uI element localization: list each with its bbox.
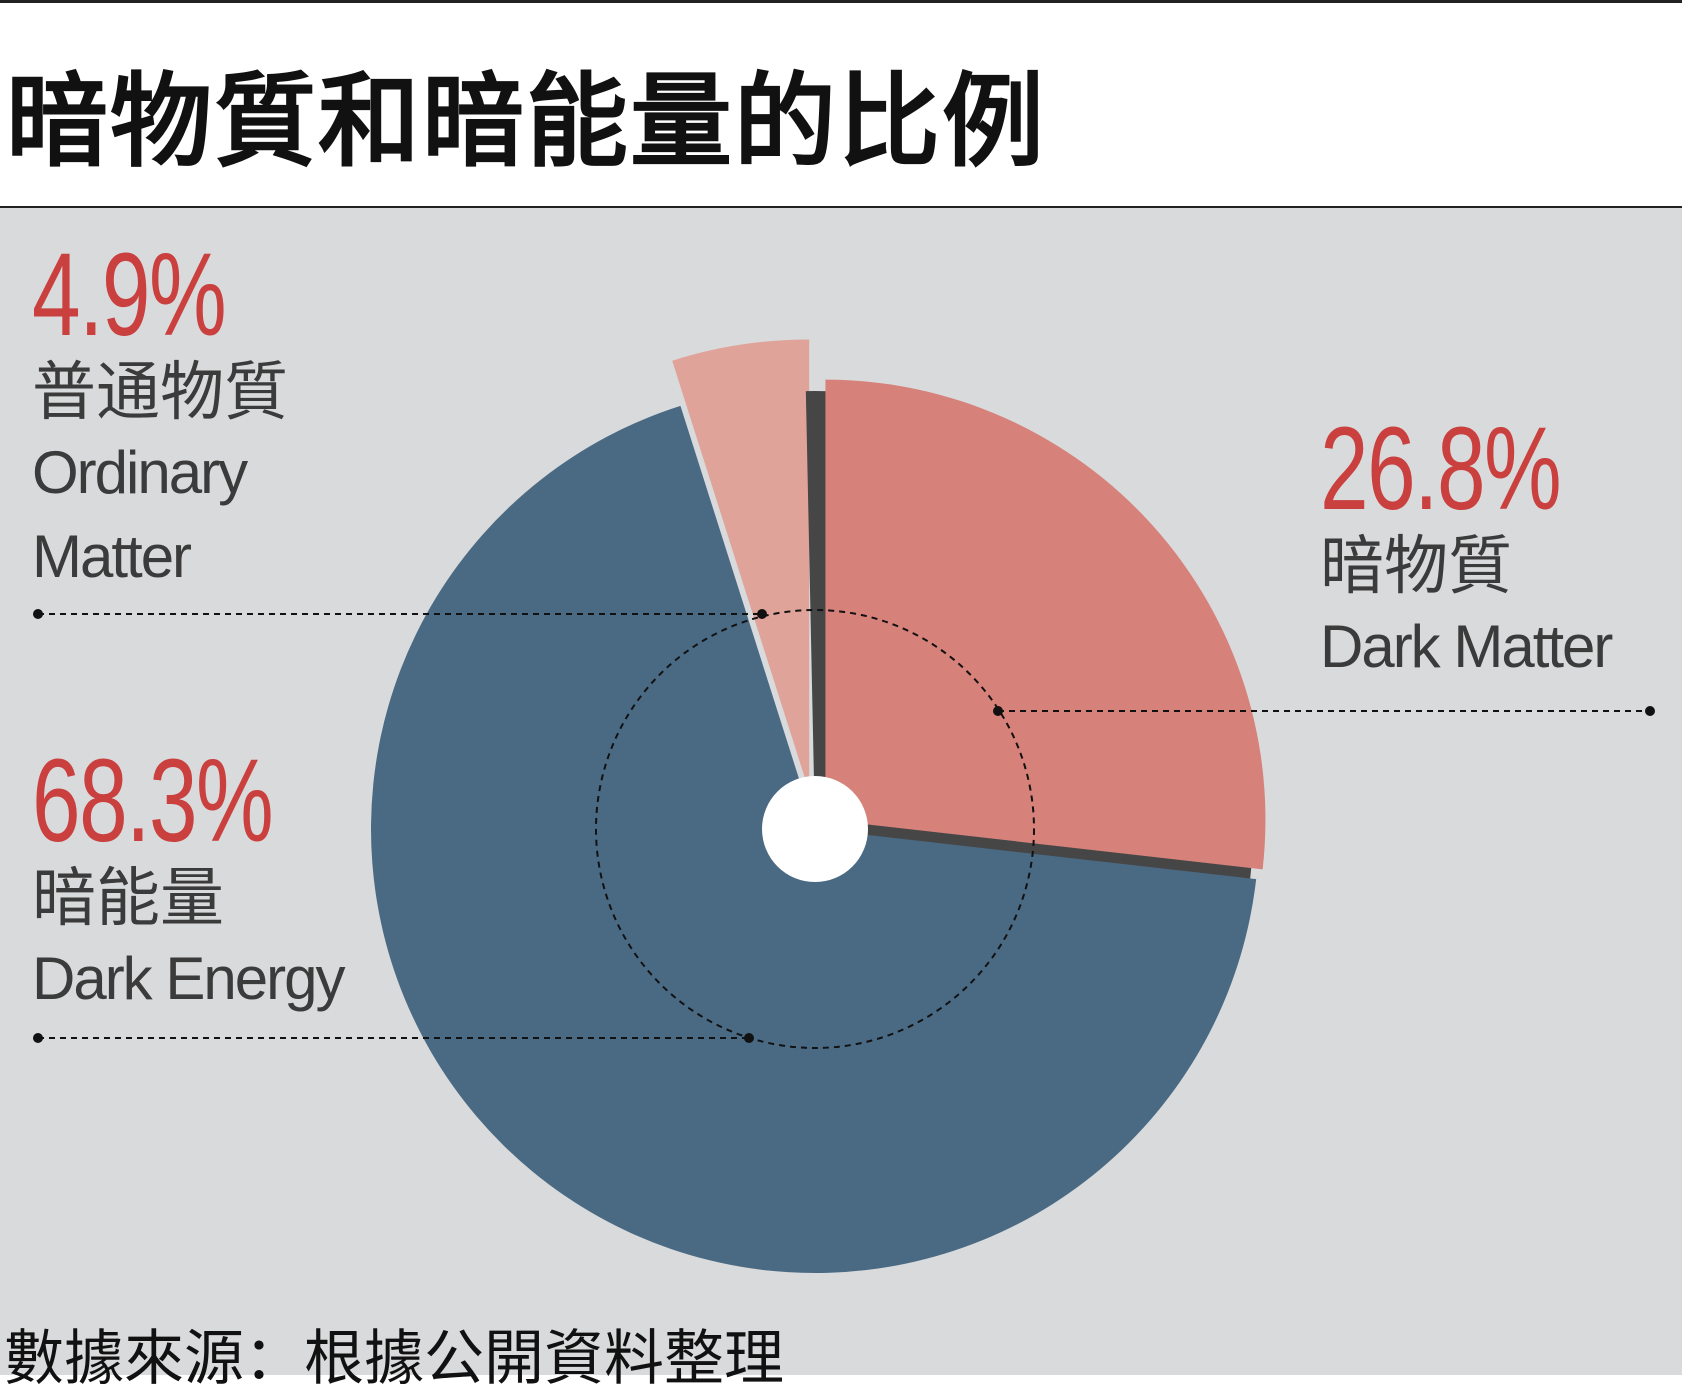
rule — [0, 206, 1682, 208]
dot — [1645, 706, 1655, 716]
slice-label: 4.9% 普通物質 Ordinary Matter — [32, 236, 352, 599]
category-label: Ordinary Matter — [32, 438, 248, 590]
slice — [672, 339, 810, 792]
value-label: 26.8% — [1320, 403, 1562, 535]
category-label: 普通物質 — [32, 356, 288, 428]
dot — [757, 609, 767, 619]
dot — [993, 706, 1003, 716]
chart-title: 暗物質和暗能量的比例 — [6, 65, 1046, 179]
category-label: Dark Matter — [1320, 612, 1613, 680]
guide-circle — [595, 609, 1035, 1049]
value-label: 4.9% — [32, 229, 227, 361]
center-hole — [762, 776, 868, 882]
dot — [33, 1033, 43, 1043]
leader-dots — [33, 609, 1655, 1043]
slice — [825, 379, 1266, 870]
dot — [744, 1033, 754, 1043]
category-label: 暗能量 — [32, 862, 224, 934]
slice-label: 26.8% 暗物質 Dark Matter — [1320, 410, 1680, 689]
leaders — [38, 609, 1650, 1049]
slice-label: 68.3% 暗能量 Dark Energy — [32, 742, 432, 1021]
source-note: 數據來源：根據公開資料整理 — [4, 1325, 784, 1392]
rule — [0, 0, 1682, 3]
category-label: 暗物質 — [1320, 530, 1512, 602]
dot — [33, 609, 43, 619]
value-label: 68.3% — [32, 735, 274, 867]
category-label: Dark Energy — [32, 944, 345, 1012]
